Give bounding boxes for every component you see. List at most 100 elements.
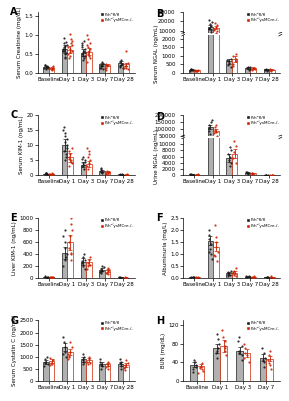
- Point: [99, 270, 104, 277]
- Point: [237, 350, 241, 356]
- Point: [225, 36, 230, 43]
- Point: [61, 46, 65, 52]
- Point: [260, 345, 265, 352]
- Point: [245, 37, 250, 43]
- Point: [123, 275, 128, 281]
- Point: [264, 172, 268, 178]
- Point: [213, 124, 217, 130]
- Point: [234, 36, 239, 43]
- Point: [82, 166, 86, 172]
- Point: [231, 36, 235, 43]
- Point: [263, 354, 268, 361]
- Point: [225, 269, 230, 275]
- Bar: [232, 154, 237, 175]
- Point: [83, 53, 88, 59]
- Bar: [245, 172, 251, 175]
- Point: [194, 68, 199, 74]
- Point: [247, 273, 251, 279]
- Point: [99, 362, 103, 369]
- Text: F: F: [156, 213, 163, 223]
- Point: [246, 170, 250, 176]
- Point: [88, 254, 92, 260]
- Point: [236, 348, 241, 354]
- Point: [123, 275, 128, 281]
- Point: [250, 170, 254, 177]
- Point: [226, 36, 231, 43]
- Point: [190, 172, 194, 178]
- Point: [190, 366, 195, 373]
- Point: [189, 139, 194, 146]
- Point: [86, 260, 90, 266]
- Point: [86, 257, 91, 263]
- Point: [244, 139, 249, 146]
- Point: [50, 63, 55, 70]
- Point: [196, 37, 201, 43]
- Point: [200, 367, 205, 374]
- Bar: [208, 0, 213, 175]
- Bar: [49, 174, 54, 175]
- Point: [81, 361, 86, 367]
- Point: [44, 63, 49, 69]
- Point: [229, 138, 234, 145]
- Point: [245, 139, 250, 146]
- Point: [80, 44, 84, 50]
- Point: [226, 58, 231, 65]
- Point: [81, 356, 86, 363]
- Point: [243, 345, 247, 352]
- Bar: [81, 53, 86, 73]
- Bar: [123, 64, 129, 73]
- Point: [246, 359, 251, 366]
- Bar: [220, 346, 227, 381]
- Point: [244, 352, 249, 358]
- Point: [123, 364, 127, 370]
- Y-axis label: Albuminuria (mg/L): Albuminuria (mg/L): [162, 221, 168, 275]
- Point: [196, 274, 201, 280]
- Bar: [81, 359, 86, 381]
- Point: [226, 150, 231, 157]
- Point: [247, 274, 252, 280]
- Bar: [99, 269, 105, 278]
- Point: [64, 38, 68, 45]
- Point: [105, 268, 110, 275]
- Bar: [208, 27, 213, 41]
- Point: [122, 65, 127, 71]
- Point: [63, 130, 68, 136]
- Bar: [123, 365, 129, 381]
- Point: [69, 251, 74, 257]
- Point: [207, 236, 212, 243]
- Point: [47, 65, 52, 71]
- Point: [68, 215, 73, 221]
- Point: [61, 351, 66, 358]
- Point: [246, 139, 250, 146]
- Point: [81, 53, 85, 59]
- Point: [43, 66, 48, 72]
- Point: [244, 274, 249, 281]
- Point: [105, 361, 109, 367]
- Point: [84, 266, 89, 272]
- Point: [216, 345, 221, 352]
- Point: [225, 57, 230, 63]
- Point: [232, 271, 236, 278]
- Point: [271, 172, 275, 178]
- Point: [252, 37, 257, 43]
- Bar: [213, 247, 219, 278]
- Point: [49, 361, 54, 367]
- Point: [209, 119, 213, 126]
- Point: [237, 334, 241, 340]
- Point: [227, 139, 231, 145]
- Bar: [49, 277, 54, 278]
- Point: [270, 139, 274, 146]
- Point: [193, 275, 198, 281]
- Bar: [67, 157, 73, 175]
- Point: [228, 37, 233, 43]
- Point: [45, 275, 50, 281]
- Point: [251, 274, 256, 280]
- Point: [120, 171, 125, 178]
- Point: [227, 144, 232, 150]
- Point: [188, 171, 192, 177]
- Point: [86, 354, 91, 360]
- Point: [228, 56, 233, 62]
- Bar: [43, 67, 49, 73]
- Point: [244, 168, 249, 175]
- Point: [210, 117, 214, 124]
